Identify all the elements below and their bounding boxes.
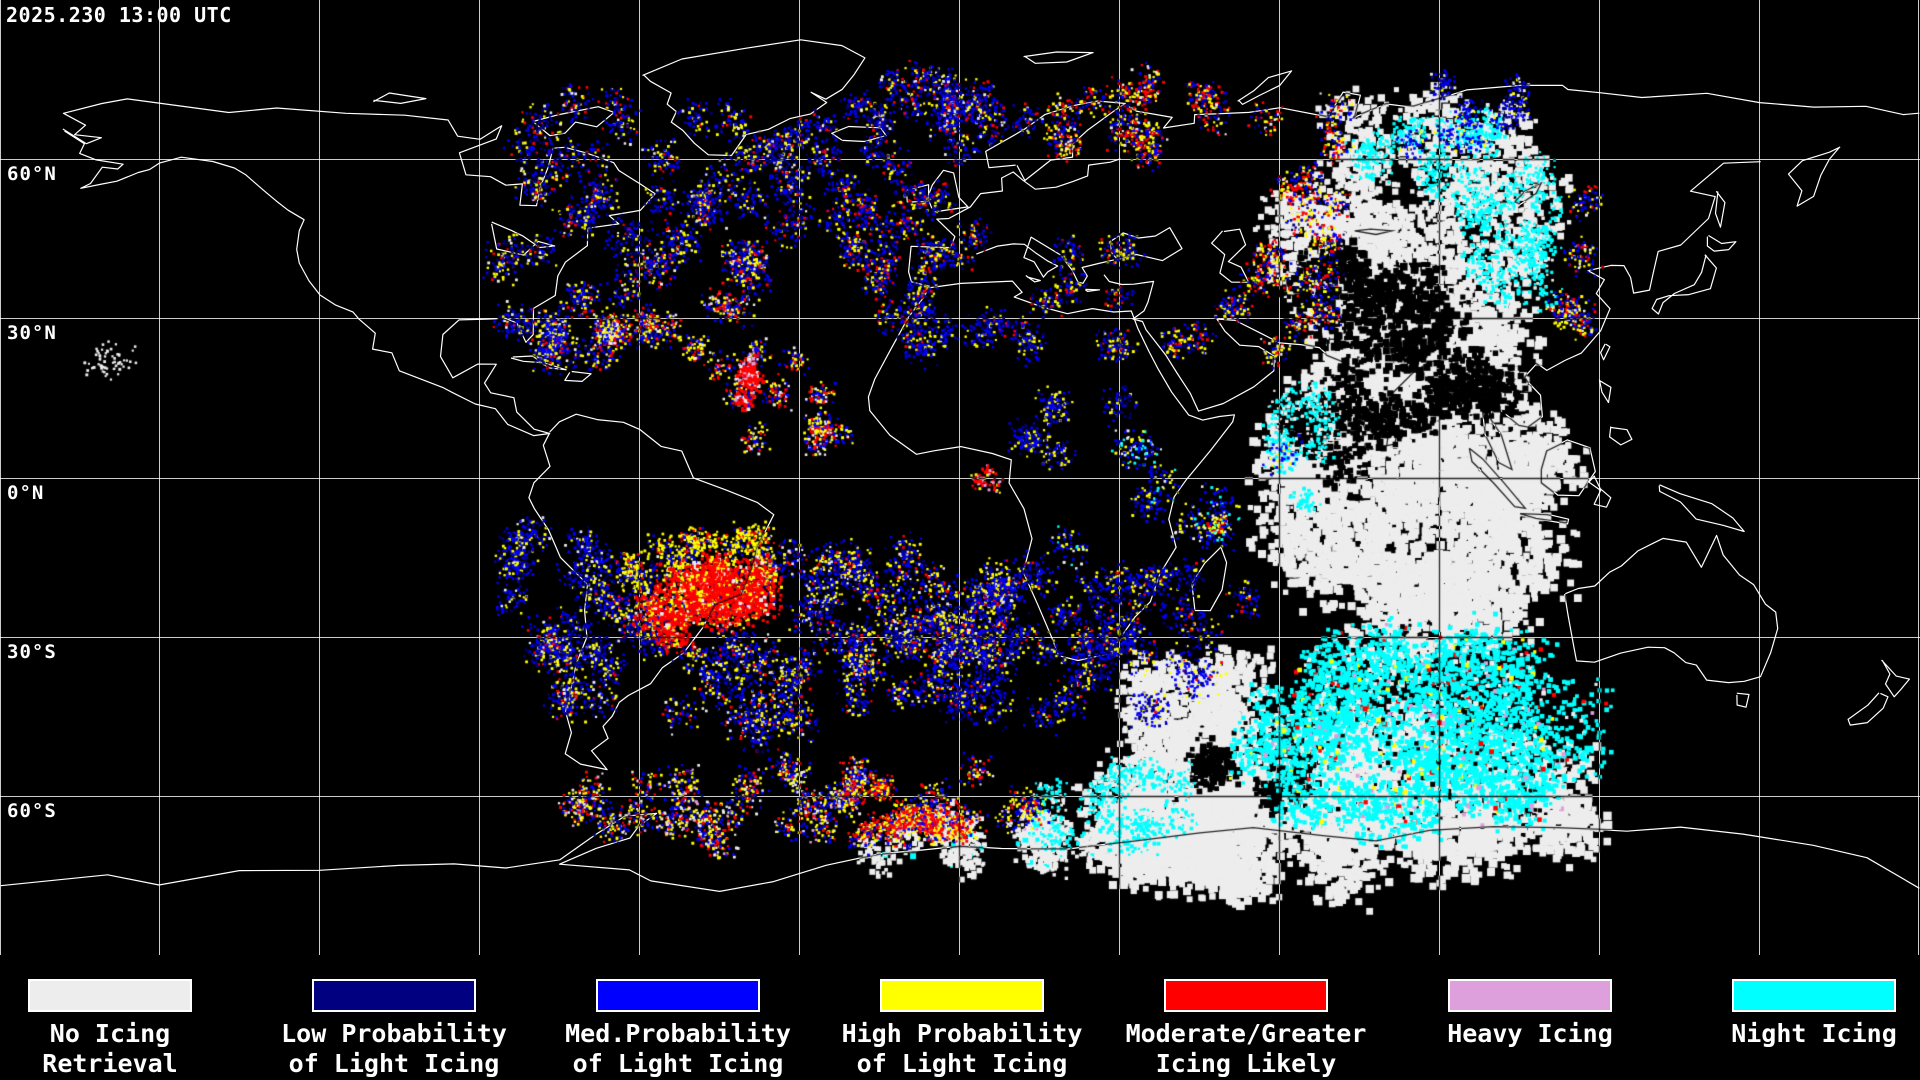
legend-label-line: Retrieval — [42, 1049, 178, 1078]
latitude-label: 60°N — [7, 163, 57, 185]
legend-swatch — [1164, 979, 1328, 1012]
legend-label: No Icing Retrieval — [0, 1019, 260, 1079]
legend-swatch — [312, 979, 476, 1012]
legend-label: Moderate/Greater Icing Likely — [1096, 1019, 1396, 1079]
legend-label-line: Icing Likely — [1155, 1049, 1337, 1078]
legend-label-line: Moderate/Greater — [1125, 1019, 1367, 1048]
latitude-label: 0°N — [7, 482, 45, 504]
legend-swatch — [1732, 979, 1896, 1012]
legend-label-line: of Light Icing — [856, 1049, 1068, 1078]
legend-label-line: Heavy Icing — [1447, 1019, 1613, 1048]
legend-swatch — [28, 979, 192, 1012]
legend-swatch — [596, 979, 760, 1012]
legend-item: Med.Probability of Light Icing — [528, 979, 828, 1079]
latitude-label: 60°S — [7, 800, 57, 822]
legend-item: Heavy Icing — [1380, 979, 1680, 1049]
latitude-label: 30°N — [7, 322, 57, 344]
legend-label-line: Low Probability — [281, 1019, 507, 1048]
legend-label-line: of Light Icing — [572, 1049, 784, 1078]
legend-label: Heavy Icing — [1380, 1019, 1680, 1049]
legend-label: High Probability of Light Icing — [812, 1019, 1112, 1079]
legend-label-line: No Icing — [49, 1019, 171, 1048]
legend-label-line: High Probability — [841, 1019, 1083, 1048]
legend-label: Night Icing — [1664, 1019, 1920, 1049]
legend-swatch — [880, 979, 1044, 1012]
timestamp-label: 2025.230 13:00 UTC — [6, 3, 232, 27]
legend-label-line: of Light Icing — [288, 1049, 500, 1078]
legend-swatch — [1448, 979, 1612, 1012]
legend-item: No Icing Retrieval — [0, 979, 260, 1079]
legend-label: Low Probability of Light Icing — [244, 1019, 544, 1079]
legend-item: Low Probability of Light Icing — [244, 979, 544, 1079]
legend-label-line: Med.Probability — [565, 1019, 791, 1048]
latitude-label: 30°S — [7, 641, 57, 663]
legend-item: High Probability of Light Icing — [812, 979, 1112, 1079]
legend-item: Night Icing — [1664, 979, 1920, 1049]
legend-item: Moderate/Greater Icing Likely — [1096, 979, 1396, 1079]
legend-label-line: Night Icing — [1731, 1019, 1897, 1048]
legend-label: Med.Probability of Light Icing — [528, 1019, 828, 1079]
